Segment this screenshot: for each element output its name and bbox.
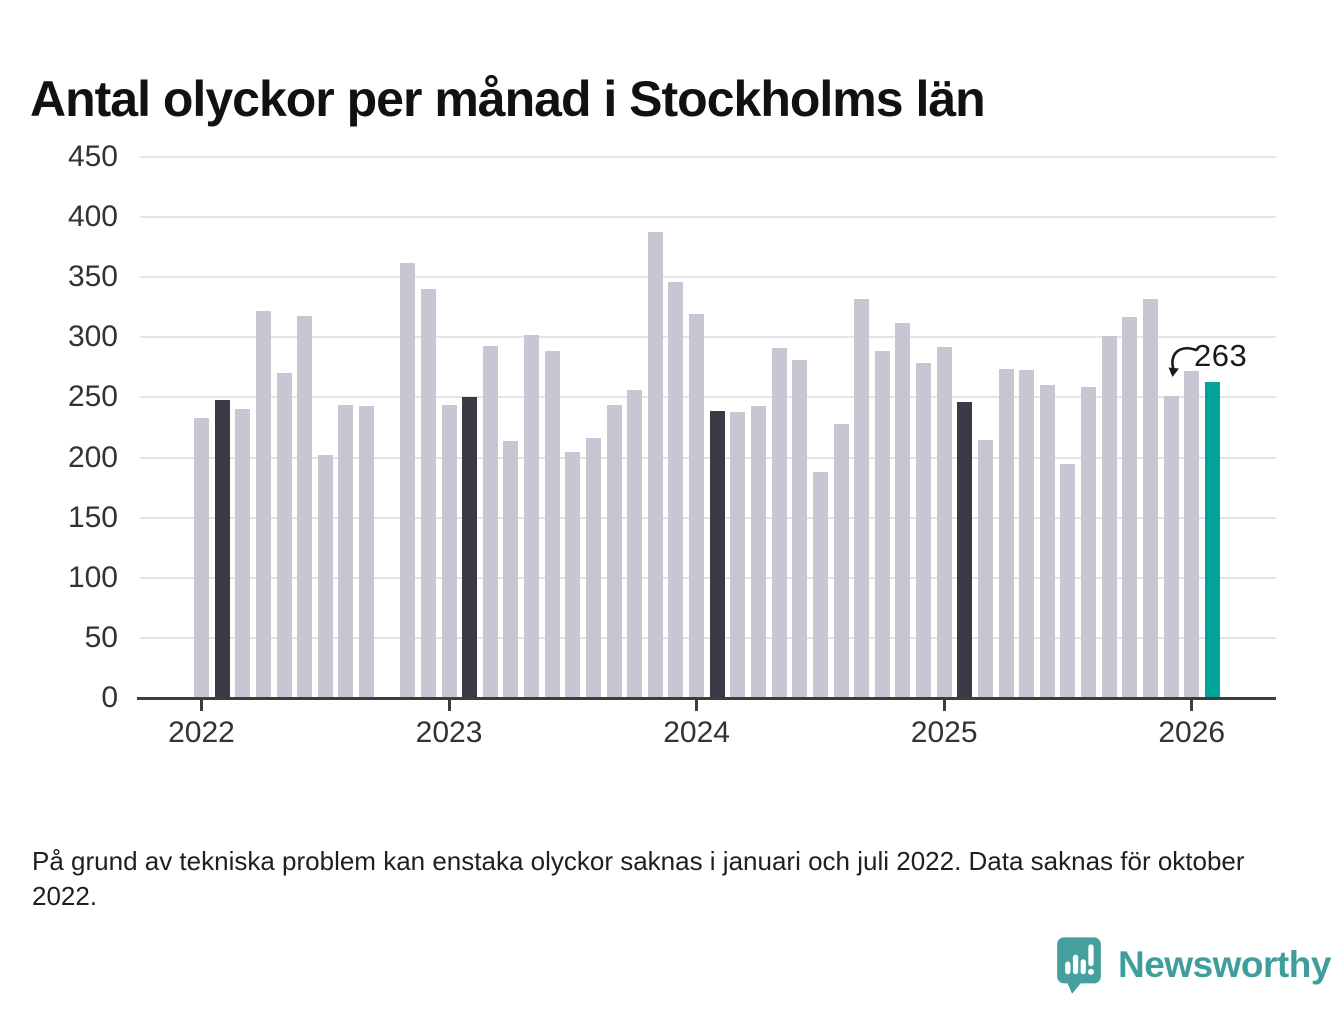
bar-2022-05 (276, 373, 292, 698)
newsworthy-logo: Newsworthy (1056, 936, 1331, 996)
y-axis-label-200: 200 (67, 440, 118, 474)
bar-2024-07 (812, 471, 828, 698)
y-axis-label-300: 300 (67, 320, 118, 354)
bar-2025-09 (1101, 336, 1117, 698)
bar-2025-12 (1163, 396, 1179, 698)
bar-2024-08 (833, 423, 849, 698)
bar-2025-02 (957, 402, 973, 698)
bar-2024-11 (895, 322, 911, 698)
gridline-250 (140, 396, 1276, 399)
bar-2022-03 (235, 409, 251, 698)
page-title: Antal olyckor per månad i Stockholms län (30, 70, 986, 127)
x-axis-label-2023: 2023 (415, 716, 483, 749)
x-axis-tick-2022 (200, 699, 203, 711)
bar-2023-02 (462, 397, 478, 698)
bar-2025-10 (1122, 316, 1138, 698)
x-axis-line (137, 697, 1276, 700)
bar-2022-07 (317, 455, 333, 698)
x-axis-tick-2023 (447, 699, 451, 711)
bar-2022-09 (359, 405, 375, 698)
newsworthy-wordmark: Newsworthy (1118, 944, 1331, 985)
gridline-200 (140, 456, 1276, 459)
chart-footnote: På grund av tekniska problem kan enstaka… (32, 846, 1245, 911)
newsworthy-logo-icon (1057, 937, 1101, 994)
gridline-50 (140, 636, 1276, 639)
y-axis-label-100: 100 (67, 560, 118, 594)
bar-2023-05 (524, 334, 540, 698)
current-value-label: 263 (1194, 338, 1248, 373)
bar-2022-11 (400, 262, 416, 698)
bar-2023-01 (441, 404, 457, 698)
bar-2022-02 (214, 399, 230, 698)
gridline-350 (140, 276, 1276, 279)
y-axis-label-50: 50 (84, 620, 118, 654)
bar-2024-10 (874, 350, 890, 698)
bar-2025-01 (936, 346, 952, 698)
x-axis-tick-2026 (1190, 699, 1194, 711)
bar-2024-04 (751, 405, 766, 698)
y-axis-label-450: 450 (67, 140, 118, 173)
bar-2024-12 (916, 362, 932, 698)
bar-2023-08 (585, 438, 601, 698)
bar-2023-11 (647, 231, 663, 698)
y-axis-label-150: 150 (67, 500, 118, 534)
bar-2025-07 (1060, 463, 1076, 698)
gridline-150 (140, 516, 1276, 519)
bar-2023-10 (627, 390, 643, 698)
gridline-100 (140, 576, 1276, 579)
bar-2024-06 (792, 360, 808, 698)
bar-2026-02 (1204, 381, 1220, 698)
bar-2023-09 (606, 404, 622, 698)
x-axis-label-2026: 2026 (1158, 716, 1226, 749)
bar-2024-01 (689, 314, 705, 698)
bar-2022-12 (420, 289, 436, 698)
bar-2023-04 (503, 440, 519, 698)
y-axis-label-400: 400 (67, 200, 118, 234)
y-axis-label-250: 250 (67, 380, 118, 414)
gridline-300 (140, 336, 1276, 339)
x-axis-label-2024: 2024 (663, 716, 730, 749)
bar-2022-01 (194, 417, 209, 698)
bar-2024-02 (709, 410, 725, 698)
bar-2024-03 (730, 411, 746, 698)
bar-2025-03 (977, 439, 993, 698)
bar-2023-03 (482, 345, 498, 698)
bar-2024-05 (771, 348, 787, 698)
bar-2023-12 (668, 282, 684, 698)
bar-2022-06 (297, 315, 313, 698)
bar-2023-06 (544, 350, 560, 698)
y-axis-label-350: 350 (67, 260, 118, 294)
bar-2024-09 (854, 298, 870, 698)
x-axis-tick-2025 (942, 699, 946, 711)
x-axis-label-2022: 2022 (168, 716, 235, 749)
y-axis-label-0: 0 (101, 681, 118, 714)
bar-2023-07 (565, 451, 581, 698)
gridline-450 (140, 156, 1276, 158)
bar-2026-01 (1184, 370, 1200, 698)
gridline-400 (140, 216, 1276, 219)
bar-2025-11 (1142, 298, 1158, 698)
bar-2022-08 (338, 404, 354, 698)
x-axis-tick-2024 (695, 699, 699, 711)
bar-2025-05 (1019, 369, 1035, 698)
annotation-arrow-icon (1168, 347, 1198, 377)
bar-2025-06 (1039, 385, 1055, 698)
x-axis-label-2025: 2025 (910, 716, 978, 749)
bar-2025-08 (1081, 386, 1097, 698)
bar-2025-04 (998, 368, 1014, 698)
bar-2022-04 (255, 310, 271, 698)
